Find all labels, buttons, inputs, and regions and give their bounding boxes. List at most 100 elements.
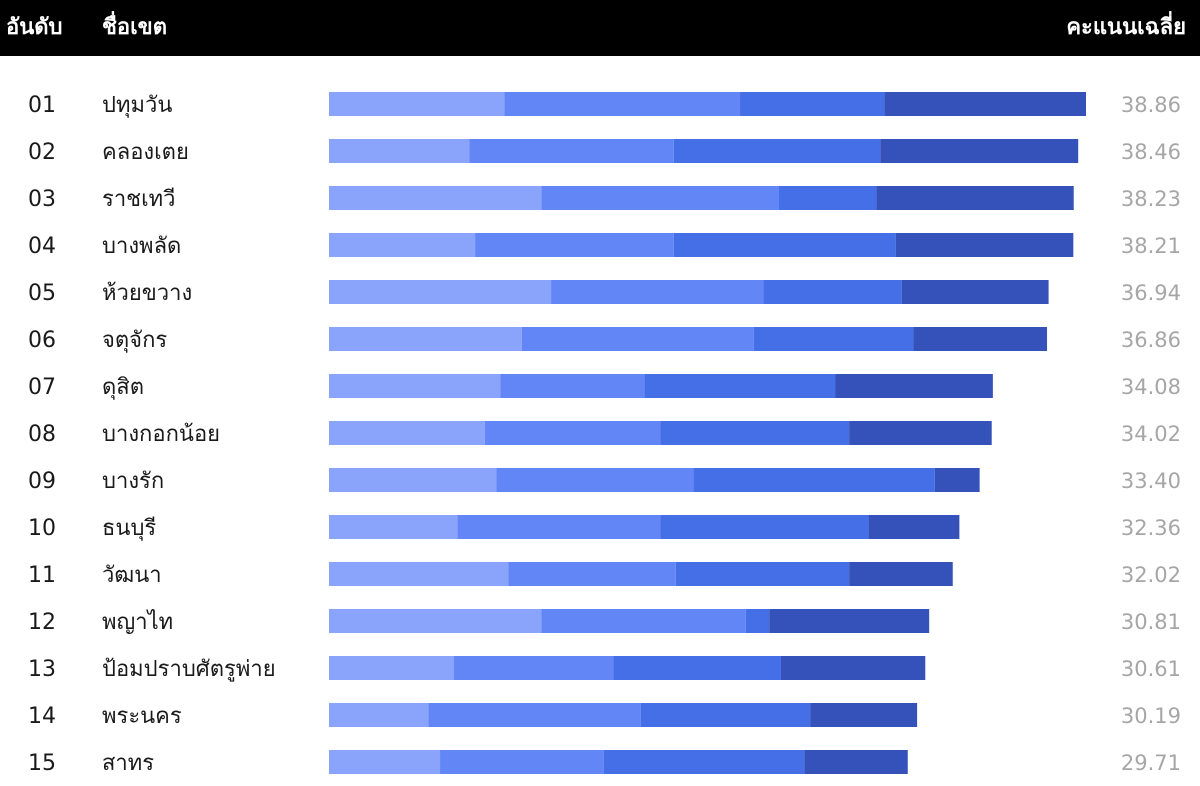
chart-row: 10 ธนบุรี 32.36 bbox=[28, 515, 1181, 541]
rank-label: 08 bbox=[28, 422, 56, 447]
bar-segment-3 bbox=[603, 750, 805, 774]
bar-segment-1 bbox=[329, 327, 522, 351]
bar-segment-3 bbox=[613, 656, 781, 680]
average-score-value: 38.21 bbox=[1121, 234, 1181, 258]
bar-segment-1 bbox=[329, 750, 441, 774]
bar-segment-3 bbox=[778, 186, 877, 210]
district-name-label: ปทุมวัน bbox=[102, 93, 172, 118]
bar-segment-2 bbox=[541, 609, 746, 633]
bar-segment-1 bbox=[329, 233, 476, 257]
rank-label: 04 bbox=[28, 234, 56, 259]
chart-row: 04 บางพลัด 38.21 bbox=[28, 233, 1181, 259]
average-score-value: 38.23 bbox=[1121, 187, 1181, 211]
bar-segment-1 bbox=[329, 609, 542, 633]
average-score-value: 30.61 bbox=[1121, 657, 1181, 681]
district-name-label: ดุสิต bbox=[102, 375, 144, 400]
district-name-column-header: ชื่อเขต bbox=[102, 15, 167, 40]
average-score-value: 29.71 bbox=[1121, 751, 1181, 775]
bar-segment-2 bbox=[521, 327, 754, 351]
bar-segment-3 bbox=[763, 280, 902, 304]
bar-segment-3 bbox=[640, 703, 811, 727]
bar-segment-2 bbox=[453, 656, 614, 680]
bar-segment-1 bbox=[329, 562, 509, 586]
bar-segment-4 bbox=[880, 139, 1079, 163]
bar-segment-4 bbox=[804, 750, 908, 774]
bar-segment-2 bbox=[475, 233, 674, 257]
rank-label: 14 bbox=[28, 704, 56, 729]
chart-row: 11 วัฒนา 32.02 bbox=[28, 562, 1181, 588]
bar-segment-3 bbox=[753, 327, 914, 351]
bar-segment-2 bbox=[504, 92, 741, 116]
chart-row: 06 จตุจักร 36.86 bbox=[28, 327, 1181, 353]
district-name-label: ห้วยขวาง bbox=[102, 281, 192, 306]
bar-segment-3 bbox=[660, 515, 869, 539]
bar-segment-4 bbox=[884, 92, 1086, 116]
bar-segment-1 bbox=[329, 656, 454, 680]
bar-segment-4 bbox=[868, 515, 960, 539]
bar-segment-2 bbox=[457, 515, 661, 539]
bar-segment-2 bbox=[500, 374, 645, 398]
chart-row: 15 สาทร 29.71 bbox=[28, 750, 1181, 776]
bar-segment-1 bbox=[329, 421, 485, 445]
rank-label: 11 bbox=[28, 563, 56, 588]
bar-segment-2 bbox=[484, 421, 661, 445]
average-score-value: 32.02 bbox=[1121, 563, 1181, 587]
rank-label: 07 bbox=[28, 375, 56, 400]
bar-segment-4 bbox=[895, 233, 1074, 257]
bar-segment-4 bbox=[780, 656, 926, 680]
district-name-label: พญาไท bbox=[102, 609, 173, 635]
district-name-label: คลองเตย bbox=[102, 140, 189, 165]
bar-segment-2 bbox=[428, 703, 641, 727]
bar-segment-1 bbox=[329, 139, 470, 163]
district-name-label: บางกอกน้อย bbox=[102, 422, 220, 447]
bar-segment-4 bbox=[934, 468, 980, 492]
average-score-value: 38.46 bbox=[1121, 140, 1181, 164]
bar-segment-4 bbox=[835, 374, 993, 398]
average-score-value: 38.86 bbox=[1121, 93, 1181, 117]
chart-row: 05 ห้วยขวาง 36.94 bbox=[28, 280, 1181, 306]
bar-segment-1 bbox=[329, 703, 429, 727]
bar-segment-3 bbox=[745, 609, 770, 633]
rank-label: 06 bbox=[28, 328, 56, 353]
district-score-chart: 01 ปทุมวัน 38.86 02 คลองเตย 38.46 03 ราชเทวี 38.… bbox=[28, 92, 1181, 776]
average-score-value: 33.40 bbox=[1121, 469, 1181, 493]
chart-row: 07 ดุสิต 34.08 bbox=[28, 374, 1181, 400]
bar-segment-4 bbox=[876, 186, 1074, 210]
bar-segment-4 bbox=[901, 280, 1049, 304]
district-name-label: บางรัก bbox=[102, 469, 164, 494]
rank-label: 13 bbox=[28, 657, 56, 682]
average-score-value: 34.08 bbox=[1121, 375, 1181, 399]
district-name-label: พระนคร bbox=[102, 704, 182, 729]
chart-row: 14 พระนคร 30.19 bbox=[28, 703, 1181, 729]
chart-row: 13 ป้อมปราบศัตรูพ่าย 30.61 bbox=[28, 656, 1181, 682]
table-header: อันดับ ชื่อเขต คะแนนเฉลี่ย bbox=[0, 0, 1200, 56]
bar-segment-2 bbox=[496, 468, 694, 492]
chart-row: 02 คลองเตย 38.46 bbox=[28, 139, 1181, 165]
bar-segment-2 bbox=[551, 280, 764, 304]
bar-segment-4 bbox=[810, 703, 918, 727]
average-score-value: 30.19 bbox=[1121, 704, 1181, 728]
bar-segment-1 bbox=[329, 92, 505, 116]
bar-segment-1 bbox=[329, 515, 458, 539]
bar-segment-4 bbox=[913, 327, 1048, 351]
bar-segment-4 bbox=[769, 609, 930, 633]
chart-row: 01 ปทุมวัน 38.86 bbox=[28, 92, 1181, 118]
district-name-label: ป้อมปราบศัตรูพ่าย bbox=[102, 657, 276, 682]
bar-segment-3 bbox=[740, 92, 885, 116]
rank-label: 05 bbox=[28, 281, 56, 306]
bar-segment-2 bbox=[541, 186, 779, 210]
rank-label: 02 bbox=[28, 140, 56, 165]
bar-segment-1 bbox=[329, 468, 497, 492]
bar-segment-2 bbox=[508, 562, 676, 586]
chart-row: 03 ราชเทวี 38.23 bbox=[28, 186, 1181, 212]
average-score-value: 36.94 bbox=[1121, 281, 1181, 305]
bar-segment-4 bbox=[849, 562, 953, 586]
bar-segment-3 bbox=[693, 468, 935, 492]
rank-label: 03 bbox=[28, 187, 56, 212]
district-name-label: วัฒนา bbox=[102, 563, 162, 588]
bar-segment-4 bbox=[849, 421, 992, 445]
district-name-label: สาทร bbox=[102, 751, 154, 776]
bar-segment-3 bbox=[644, 374, 836, 398]
bar-segment-3 bbox=[675, 562, 850, 586]
district-name-label: จตุจักร bbox=[102, 328, 167, 353]
